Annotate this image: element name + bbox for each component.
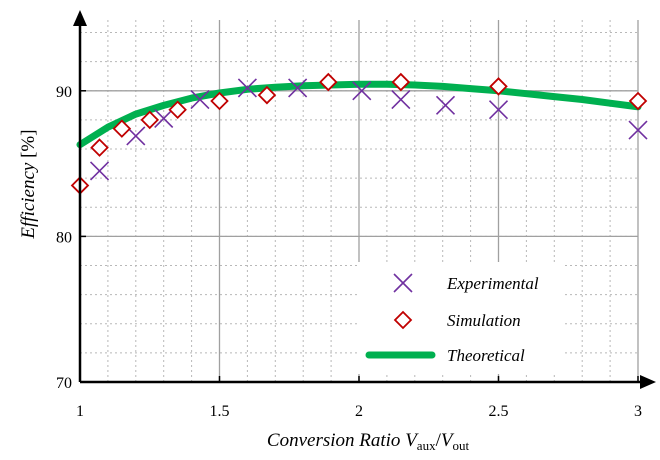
experimental-point — [628, 120, 648, 140]
y-tick-label: 90 — [56, 84, 72, 101]
y-axis-label: Efficiency [%] — [18, 129, 39, 239]
x-tick-label: 1 — [76, 403, 84, 420]
simulation-point — [90, 138, 109, 157]
tick-labels: 1 1.5 2 2.5 3 70 80 90 — [56, 84, 642, 420]
y-tick-label: 80 — [56, 229, 72, 246]
experimental-point — [391, 89, 411, 110]
x-tick-label: 2 — [355, 403, 363, 420]
x-axis-arrow — [640, 375, 656, 389]
legend-marker-simulation — [393, 310, 413, 330]
x-tick-label: 2.5 — [489, 403, 509, 420]
experimental-point — [89, 161, 110, 181]
legend-label-theoretical: Theoretical — [447, 346, 525, 365]
series-theoretical-line — [76, 80, 642, 149]
experimental-point — [435, 95, 456, 115]
legend-label-experimental: Experimental — [446, 274, 539, 293]
experimental-point — [488, 100, 509, 120]
axes — [73, 10, 656, 389]
legend: Experimental Simulation Theoretical — [357, 262, 565, 374]
simulation-point — [257, 85, 277, 105]
y-axis-arrow — [73, 10, 87, 26]
simulation-point — [489, 77, 508, 96]
simulation-point — [391, 72, 411, 92]
x-axis-label: Conversion Ratio Vaux/Vout — [267, 430, 470, 453]
legend-marker-experimental — [393, 273, 413, 293]
experimental-point — [237, 78, 257, 98]
simulation-point — [168, 100, 187, 120]
simulation-point — [140, 110, 160, 130]
simulation-point — [319, 72, 338, 92]
experimental-point — [288, 78, 308, 98]
simulation-point — [628, 91, 648, 111]
simulation-point — [210, 91, 229, 111]
simulation-point — [112, 119, 132, 138]
experimental-point — [154, 108, 174, 129]
x-tick-label: 1.5 — [210, 403, 230, 420]
y-tick-label: 70 — [56, 375, 72, 392]
plot-area — [70, 72, 648, 195]
legend-label-simulation: Simulation — [447, 311, 521, 330]
experimental-point — [352, 81, 372, 101]
x-tick-label: 3 — [634, 403, 642, 420]
experimental-point — [190, 89, 210, 110]
